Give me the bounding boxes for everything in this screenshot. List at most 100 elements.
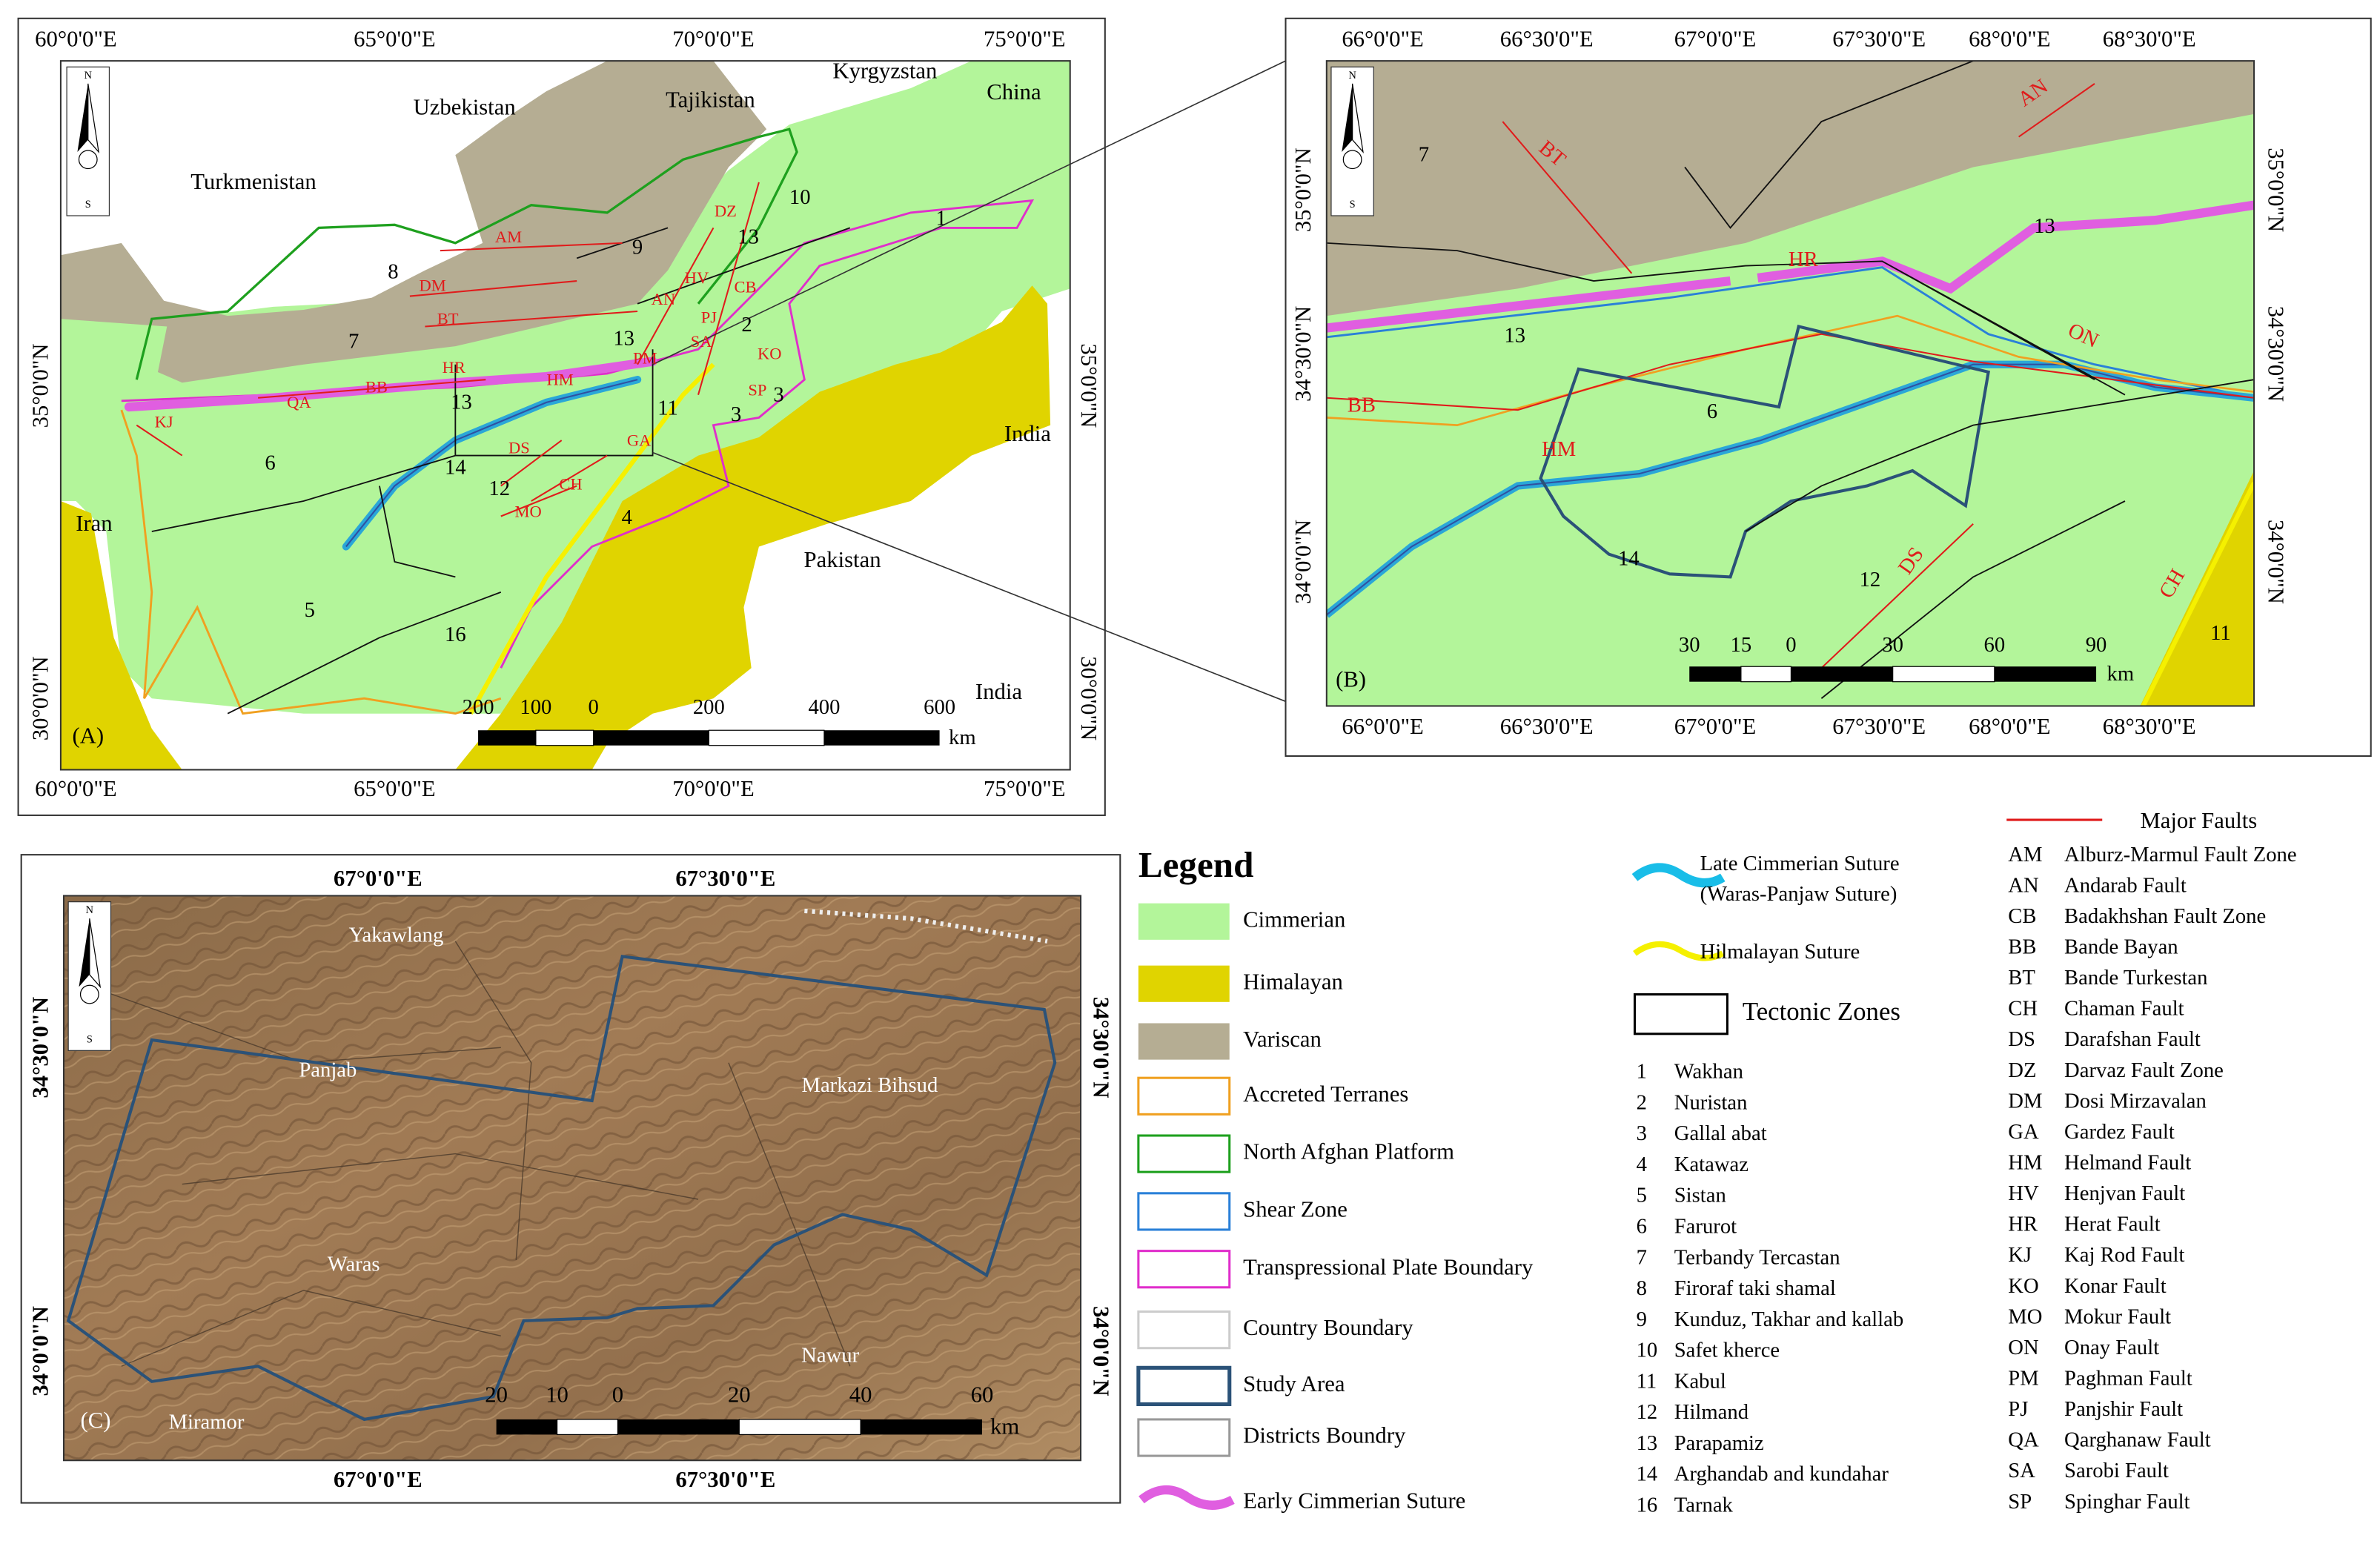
fault-label: CH bbox=[559, 475, 582, 494]
fault-label: BB bbox=[1348, 394, 1376, 417]
fault-code: MO bbox=[2008, 1305, 2042, 1328]
legend-label: Hilmalayan Suture bbox=[1700, 940, 1860, 964]
scale-label: 30 bbox=[1679, 633, 1700, 657]
zone-name: Arghandab and kundahar bbox=[1674, 1462, 1889, 1486]
zone-name: Terbandy Tercastan bbox=[1674, 1245, 1840, 1269]
panel-b bbox=[1285, 17, 2372, 758]
fault-label: AN bbox=[652, 290, 676, 308]
zone-number: 16 bbox=[445, 623, 466, 646]
country-name: Uzbekistan bbox=[414, 95, 516, 120]
zone-name: Wakhan bbox=[1674, 1060, 1743, 1084]
north-arrow bbox=[67, 901, 112, 1051]
zone-name: Firoraf taki shamal bbox=[1674, 1276, 1836, 1300]
lat-label: 34°30'0"N bbox=[2264, 306, 2289, 402]
zone-number: 13 bbox=[737, 225, 759, 248]
zone-number: 6 bbox=[265, 451, 275, 474]
fault-label: HM bbox=[547, 370, 574, 388]
fault-label: HR bbox=[1789, 248, 1819, 271]
zone-number: 2 bbox=[741, 313, 752, 337]
scale-unit: km bbox=[990, 1414, 1019, 1439]
scale-label: 10 bbox=[546, 1382, 569, 1407]
lat-label: 30°0'0"N bbox=[1076, 656, 1101, 740]
place-name: Yakawlang bbox=[349, 923, 444, 947]
fault-code: BB bbox=[2008, 935, 2036, 958]
legend-title: Legend bbox=[1138, 844, 1254, 885]
lat-label: 35°0'0"N bbox=[2264, 148, 2289, 232]
cimmerian bbox=[60, 61, 1070, 714]
fault-label: BB bbox=[365, 378, 388, 397]
lon-label: 67°30'0"E bbox=[1832, 27, 1926, 52]
lon-label: 67°30'0"E bbox=[675, 866, 775, 891]
scale-bar bbox=[478, 729, 940, 746]
zone-number: 2 bbox=[1637, 1090, 1647, 1114]
country-name: India bbox=[975, 679, 1022, 704]
scale-label: 0 bbox=[1786, 633, 1796, 657]
scale-unit: km bbox=[2107, 662, 2135, 686]
himalayan bbox=[60, 501, 182, 770]
north-arrow bbox=[66, 66, 110, 216]
scale-label: 90 bbox=[2086, 633, 2107, 657]
zone-number: 3 bbox=[1637, 1121, 1647, 1145]
fault-label: DZ bbox=[715, 202, 737, 220]
zone-name: Tarnak bbox=[1674, 1493, 1734, 1517]
country-name: Tajikistan bbox=[666, 87, 755, 112]
panel-a bbox=[17, 17, 1286, 816]
scale-label: 100 bbox=[520, 695, 551, 719]
fault-name: Chaman Fault bbox=[2064, 997, 2184, 1021]
lat-label: 34°30'0"N bbox=[27, 997, 53, 1098]
variscan bbox=[1326, 61, 2255, 317]
zone-number: 10 bbox=[1637, 1339, 1658, 1362]
fault-name: Paghman Fault bbox=[2064, 1366, 2192, 1390]
himalayan bbox=[2140, 471, 2255, 706]
fault-code: SP bbox=[2008, 1490, 2032, 1514]
lon-label: 68°0'0"E bbox=[1969, 714, 2051, 739]
panel-c bbox=[20, 854, 1121, 1504]
fault-code: GA bbox=[2008, 1120, 2039, 1144]
zone-number: 8 bbox=[388, 259, 398, 283]
north-label: N bbox=[1348, 70, 1356, 82]
country-name: Pakistan bbox=[804, 547, 881, 572]
fault-code: CB bbox=[2008, 904, 2036, 928]
scale-label: 30 bbox=[1882, 633, 1903, 657]
fault-name: Herat Fault bbox=[2064, 1213, 2161, 1236]
fault-code: KO bbox=[2008, 1274, 2038, 1298]
zone-name: Kunduz, Takhar and kallab bbox=[1674, 1308, 1903, 1331]
lat-label: 35°0'0"N bbox=[27, 343, 53, 428]
zone-name: Sistan bbox=[1674, 1184, 1726, 1207]
fault-label: DS bbox=[508, 439, 530, 457]
lon-label: 66°0'0"E bbox=[1342, 27, 1424, 52]
country-name: Turkmenistan bbox=[190, 169, 316, 194]
fault-label: SP bbox=[748, 381, 766, 400]
zone-name: Kabul bbox=[1674, 1369, 1726, 1393]
fault-code: QA bbox=[2008, 1428, 2039, 1452]
scale-label: 0 bbox=[589, 695, 599, 719]
lon-label: 67°30'0"E bbox=[1832, 714, 1926, 739]
scale-label: 60 bbox=[1984, 633, 2006, 657]
panel-label: (B) bbox=[1336, 667, 1366, 692]
fault-name: Panjshir Fault bbox=[2064, 1397, 2183, 1421]
lon-label: 70°0'0"E bbox=[672, 776, 755, 801]
fault-label: BT bbox=[437, 309, 459, 328]
lat-label: 34°30'0"N bbox=[1290, 306, 1316, 402]
zone-number: 9 bbox=[1637, 1308, 1647, 1331]
place-name: Miramor bbox=[169, 1411, 245, 1434]
legend-label: Study Area bbox=[1243, 1371, 1345, 1396]
north-label: N bbox=[86, 904, 94, 916]
fault-code: CH bbox=[2008, 997, 2038, 1021]
scale-label: 600 bbox=[924, 695, 955, 719]
zone-number: 6 bbox=[1707, 400, 1717, 423]
fault-code: HM bbox=[2008, 1150, 2042, 1174]
zone-number: 13 bbox=[613, 327, 634, 351]
panel-label: (C) bbox=[81, 1408, 111, 1433]
scale-label: 0 bbox=[612, 1382, 623, 1407]
legend-label: Shear Zone bbox=[1243, 1196, 1348, 1222]
lon-label: 70°0'0"E bbox=[672, 27, 755, 52]
place-name: Waras bbox=[328, 1253, 380, 1276]
scale-label: 60 bbox=[971, 1382, 994, 1407]
fault-code: DM bbox=[2008, 1089, 2042, 1113]
lat-label: 35°0'0"N bbox=[1290, 148, 1316, 232]
lon-label: 66°0'0"E bbox=[1342, 714, 1424, 739]
fault-code: BT bbox=[2008, 966, 2035, 990]
panel-label: (A) bbox=[72, 723, 104, 749]
